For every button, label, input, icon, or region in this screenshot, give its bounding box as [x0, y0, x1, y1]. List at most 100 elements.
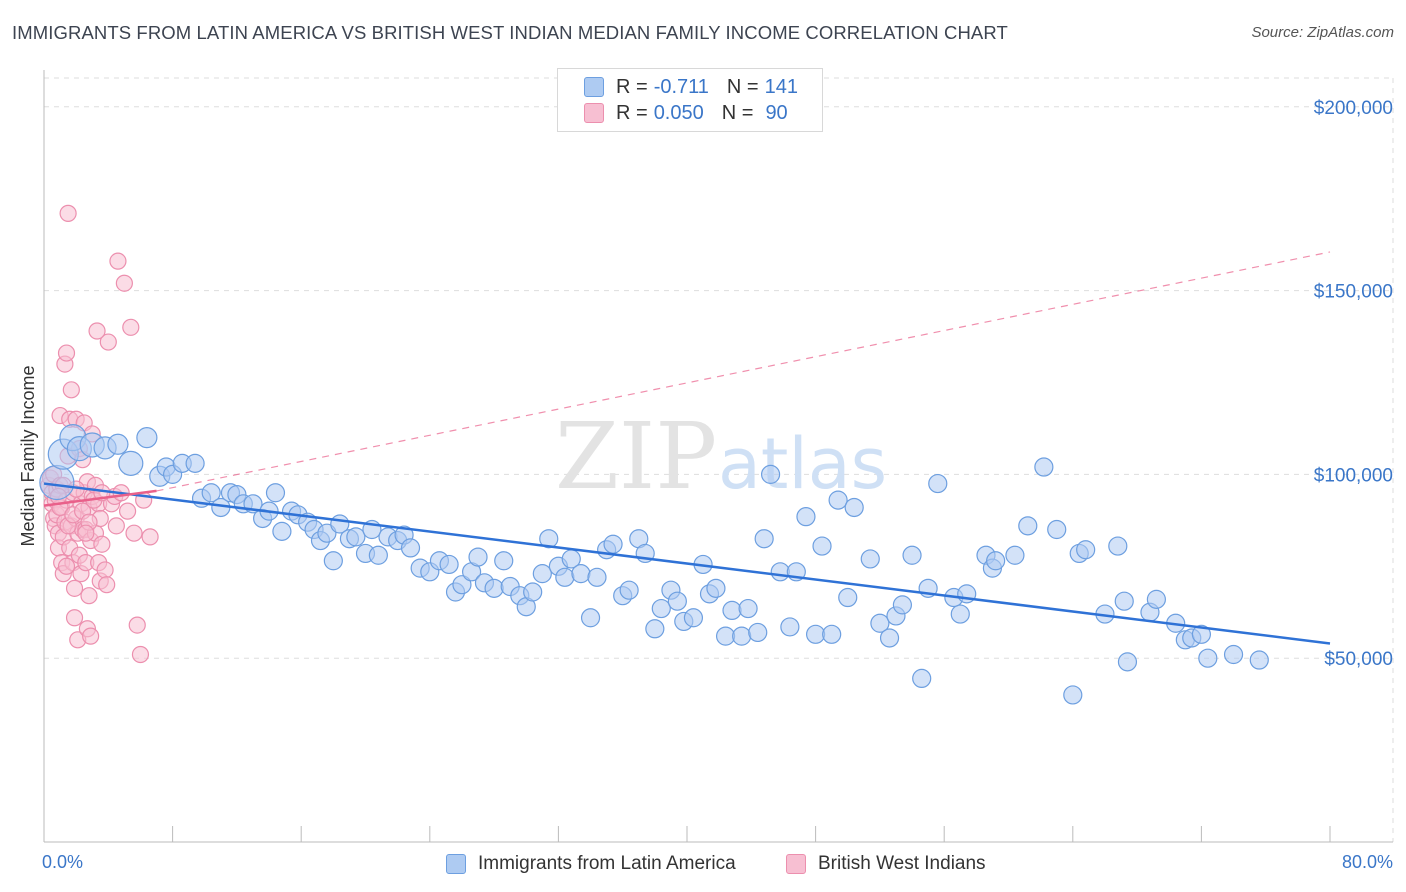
- blue-point: [439, 554, 459, 575]
- y-axis-label: Median Family Income: [18, 365, 38, 546]
- legend-n-label: N =: [726, 75, 759, 98]
- pink-point: [118, 502, 137, 520]
- blue-point: [107, 433, 129, 455]
- blue-point: [902, 545, 922, 565]
- latin-america-trend-line: [43, 482, 1331, 645]
- legend-r-value: -0.711: [653, 75, 709, 98]
- blue-point: [532, 564, 552, 584]
- pink-point: [125, 524, 143, 542]
- british-west-indians-trend-extension: [156, 251, 1331, 492]
- legend-r-value: 0.050: [653, 101, 704, 124]
- blue-point: [1198, 648, 1218, 668]
- blue-point: [828, 490, 848, 510]
- bottom-legend-latin-america: Immigrants from Latin America: [446, 852, 736, 876]
- pink-point: [98, 576, 116, 594]
- legend-n-value: 90: [765, 101, 788, 124]
- blue-point: [603, 534, 623, 554]
- latin-america-points: [39, 424, 1269, 705]
- pink-point: [96, 561, 114, 579]
- blue-point: [272, 521, 292, 541]
- y-tick-labels: $50,000 $100,000 $150,000 $200,000: [1314, 98, 1393, 670]
- pink-point: [65, 579, 84, 597]
- blue-point: [645, 619, 665, 639]
- blue-point: [494, 551, 514, 571]
- blue-point: [323, 551, 343, 571]
- pink-point: [128, 616, 146, 634]
- blue-point: [265, 483, 286, 503]
- blue-point: [400, 538, 421, 558]
- blue-point: [452, 575, 472, 595]
- blue-point: [892, 595, 913, 615]
- blue-point: [1047, 519, 1067, 540]
- blue-point: [136, 427, 158, 449]
- blue-point: [1114, 591, 1134, 611]
- blue-point: [555, 567, 575, 587]
- blue-point: [683, 608, 704, 628]
- blue-point: [1249, 650, 1269, 670]
- blue-point: [879, 628, 900, 648]
- blue-point: [651, 598, 671, 619]
- blue-point: [587, 567, 607, 587]
- pink-point: [80, 587, 98, 605]
- blue-point: [812, 536, 832, 556]
- blue-point: [185, 453, 205, 473]
- source-label: Source: ZipAtlas.com: [1251, 24, 1394, 41]
- british-west-indians-trend-line: [43, 489, 157, 507]
- blue-point: [986, 551, 1006, 571]
- x-axis-min-label: 0.0%: [42, 852, 84, 872]
- blue-point: [1076, 540, 1096, 560]
- bottom-legend-label: Immigrants from Latin America: [478, 853, 736, 874]
- blue-point: [860, 549, 880, 569]
- blue-point: [722, 600, 742, 621]
- blue-point: [1018, 516, 1038, 536]
- blue-point: [118, 450, 144, 476]
- blue-point: [580, 608, 601, 628]
- legend-n-value: 141: [764, 75, 798, 98]
- grid-layer: [44, 77, 1394, 842]
- blue-point: [667, 591, 687, 611]
- pink-point: [57, 557, 76, 575]
- blue-point: [738, 598, 758, 619]
- y-tick-label: $100,000: [1314, 465, 1393, 486]
- blue-point: [539, 529, 559, 549]
- blue-point: [1034, 457, 1054, 477]
- watermark: ZIP atlas: [555, 403, 887, 510]
- blue-point: [748, 622, 768, 643]
- blue-point: [346, 527, 366, 547]
- axis-layer: [43, 70, 1393, 843]
- bottom-legend-swatch-pink: [786, 854, 806, 874]
- pink-point: [115, 274, 133, 292]
- blue-point: [796, 507, 816, 527]
- pink-point: [88, 322, 106, 340]
- blue-point: [1108, 536, 1128, 556]
- watermark-zip: ZIP: [555, 403, 717, 510]
- blue-point: [1146, 589, 1166, 609]
- blue-point: [912, 668, 932, 689]
- pink-point: [99, 333, 117, 351]
- blue-point: [706, 578, 726, 598]
- legend-row-latin-america: R = -0.711 N = 141: [584, 75, 798, 99]
- pink-point: [107, 517, 125, 535]
- blue-point: [201, 483, 221, 503]
- blue-point: [805, 624, 826, 644]
- pink-point: [93, 535, 111, 553]
- x-axis-max-label: 80.0%: [1341, 852, 1393, 872]
- blue-point: [928, 473, 948, 494]
- blue-point: [770, 562, 790, 582]
- pink-point: [141, 528, 159, 546]
- pink-point: [122, 318, 140, 336]
- pink-point: [77, 524, 95, 542]
- blue-point: [484, 578, 504, 598]
- blue-point: [844, 497, 864, 518]
- blue-point: [468, 547, 488, 567]
- blue-point: [1117, 652, 1138, 672]
- chart-title: IMMIGRANTS FROM LATIN AMERICA VS BRITISH…: [12, 22, 1008, 43]
- y-tick-label: $50,000: [1324, 649, 1393, 670]
- blue-point: [1223, 644, 1244, 665]
- legend-r-label: R =: [616, 101, 648, 124]
- blue-point: [715, 626, 736, 646]
- blue-point: [780, 617, 800, 637]
- blue-point: [760, 464, 781, 484]
- y-tick-label: $200,000: [1314, 98, 1393, 119]
